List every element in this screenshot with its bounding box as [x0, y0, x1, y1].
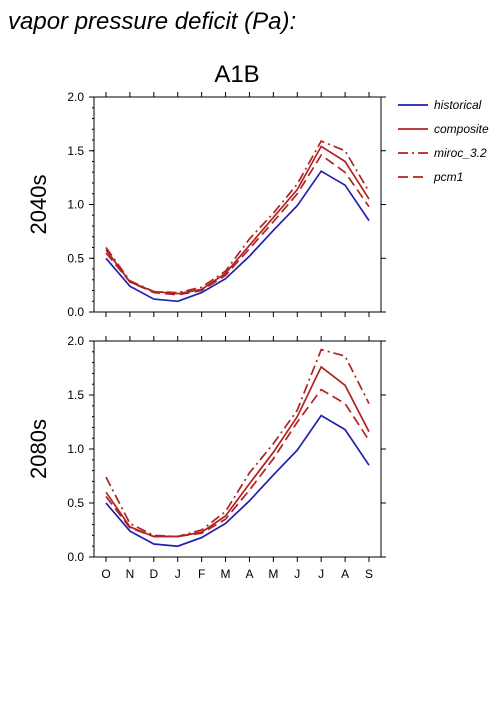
x-tick-label: F	[198, 567, 205, 581]
plot-frame	[93, 340, 382, 558]
y-tick-label: 1.5	[67, 388, 84, 402]
legend-label: miroc_3.2	[434, 146, 487, 160]
series-line-miroc-3-2	[105, 140, 370, 294]
x-tick-label: J	[318, 567, 324, 581]
y-axis-label: 2040s	[26, 175, 51, 235]
series-line-composite	[105, 145, 370, 295]
series-line-historical	[105, 414, 370, 548]
plot-frame	[93, 96, 382, 313]
legend: historical composite miroc_3.2 pcm1	[398, 98, 489, 184]
legend-label: pcm1	[433, 170, 463, 184]
legend-label: composite	[434, 122, 489, 136]
x-tick-label: D	[149, 567, 158, 581]
y-axis-label: 2080s	[26, 419, 51, 479]
panel-2040s: 0.0 0.5 1.0 1.5 2.0 2040s	[26, 90, 386, 319]
series-line-historical	[105, 170, 370, 303]
x-tick-label: S	[365, 567, 373, 581]
legend-label: historical	[434, 98, 482, 112]
x-tick-label: J	[175, 567, 181, 581]
y-tick-label: 0.0	[67, 550, 84, 564]
y-tick-label: 0.0	[67, 305, 84, 319]
series-line-pcm1	[105, 388, 370, 538]
y-tick-label: 1.5	[67, 144, 84, 158]
y-tick-label: 1.0	[67, 198, 84, 212]
y-tick-label: 2.0	[67, 90, 84, 104]
y-tick-label: 1.0	[67, 442, 84, 456]
y-tick-label: 0.5	[67, 496, 84, 510]
y-tick-label: 0.5	[67, 251, 84, 265]
panel-title: A1B	[214, 61, 259, 88]
x-tick-label: N	[126, 567, 135, 581]
y-tick-label: 2.0	[67, 334, 84, 348]
series-line-pcm1	[105, 153, 370, 296]
x-tick-label: J	[294, 567, 300, 581]
series-line-miroc-3-2	[105, 348, 370, 538]
x-tick-label: M	[221, 567, 231, 581]
x-tick-label: M	[268, 567, 278, 581]
x-tick-label: A	[245, 567, 253, 581]
x-tick-label: O	[101, 567, 110, 581]
chart-main-title: vapor pressure deficit (Pa):	[8, 8, 297, 35]
x-tick-label: A	[341, 567, 349, 581]
